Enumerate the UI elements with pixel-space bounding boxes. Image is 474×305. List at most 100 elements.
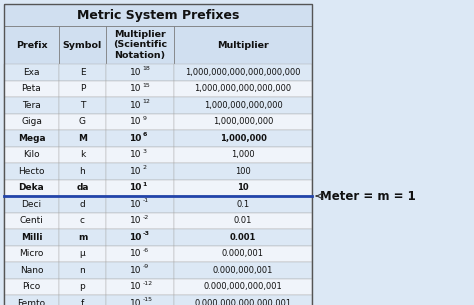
Text: M: M [78,134,87,143]
Text: P: P [80,84,85,93]
Bar [4,180,59,196]
Bar [59,180,106,196]
Bar [174,130,312,146]
Bar [4,64,59,81]
Bar [106,64,174,81]
Bar [106,229,174,246]
Text: 2: 2 [142,165,146,170]
Text: Nano: Nano [20,266,43,275]
Bar [106,146,174,163]
Text: 10: 10 [130,299,141,305]
Text: Tera: Tera [22,101,41,110]
Text: Multiplier
(Scientific
Notation): Multiplier (Scientific Notation) [113,30,167,60]
Bar [59,262,106,278]
Text: 1,000,000,000,000,000,000: 1,000,000,000,000,000,000 [185,68,301,77]
Text: d: d [80,200,85,209]
Text: 10: 10 [130,249,141,258]
Text: 10: 10 [237,183,249,192]
Text: 1,000: 1,000 [231,150,255,159]
Bar [59,229,106,246]
Bar [59,97,106,113]
Text: -6: -6 [142,248,148,253]
Text: 10: 10 [130,200,141,209]
Text: m: m [78,233,87,242]
Text: Femto: Femto [18,299,46,305]
Text: 10: 10 [129,233,141,242]
Bar [106,97,174,113]
Bar [106,130,174,146]
Text: Giga: Giga [21,117,42,126]
Text: p: p [80,282,85,291]
Text: E: E [80,68,85,77]
Text: 6: 6 [142,132,147,137]
Bar [106,213,174,229]
Text: Multiplier: Multiplier [217,41,269,49]
Bar [174,97,312,113]
Bar [4,278,59,295]
Bar [59,196,106,213]
Text: h: h [80,167,85,176]
Text: Exa: Exa [23,68,40,77]
Text: 1,000,000,000: 1,000,000,000 [213,117,273,126]
Bar [174,163,312,180]
Text: 100: 100 [235,167,251,176]
Text: Mega: Mega [18,134,46,143]
Bar [4,295,59,305]
Text: Peta: Peta [22,84,41,93]
Text: 0.01: 0.01 [234,216,252,225]
Text: 0.000,001: 0.000,001 [222,249,264,258]
Text: -3: -3 [142,231,149,236]
Bar [59,130,106,146]
Bar [59,246,106,262]
Text: Prefix: Prefix [16,41,47,49]
Text: 0.000,000,000,000,001: 0.000,000,000,000,001 [194,299,292,305]
Text: Micro: Micro [19,249,44,258]
Bar [174,64,312,81]
Bar [4,130,59,146]
Bar [4,246,59,262]
Text: -9: -9 [142,264,149,269]
Text: Deka: Deka [18,183,45,192]
Bar [59,213,106,229]
Text: 10: 10 [130,167,141,176]
Text: T: T [80,101,85,110]
Bar [174,81,312,97]
Text: 10: 10 [130,266,141,275]
Bar [106,180,174,196]
Text: 10: 10 [130,117,141,126]
Text: Centi: Centi [19,216,44,225]
Bar [174,113,312,130]
Text: k: k [80,150,85,159]
Text: 1,000,000,000,000,000: 1,000,000,000,000,000 [194,84,292,93]
Bar [174,213,312,229]
Bar [4,196,59,213]
Text: G: G [79,117,86,126]
Bar [59,64,106,81]
Text: 12: 12 [142,99,150,104]
Bar [59,146,106,163]
Bar [106,113,174,130]
Bar [4,97,59,113]
Bar [4,113,59,130]
Text: da: da [76,183,89,192]
Bar [4,4,312,305]
Text: 1,000,000: 1,000,000 [219,134,266,143]
Text: Kilo: Kilo [23,150,40,159]
Bar [4,81,59,97]
Bar [174,196,312,213]
Bar [4,229,59,246]
Bar [4,262,59,278]
Text: -15: -15 [142,297,152,302]
Text: 10: 10 [130,68,141,77]
Text: 1,000,000,000,000: 1,000,000,000,000 [204,101,283,110]
Text: 10: 10 [130,150,141,159]
Bar [106,278,174,295]
Bar [106,262,174,278]
Text: -2: -2 [142,215,149,220]
Text: -1: -1 [142,198,148,203]
Bar [59,278,106,295]
Text: 18: 18 [142,66,150,71]
Text: 3: 3 [142,149,146,154]
Text: f: f [81,299,84,305]
Text: Deci: Deci [21,200,42,209]
